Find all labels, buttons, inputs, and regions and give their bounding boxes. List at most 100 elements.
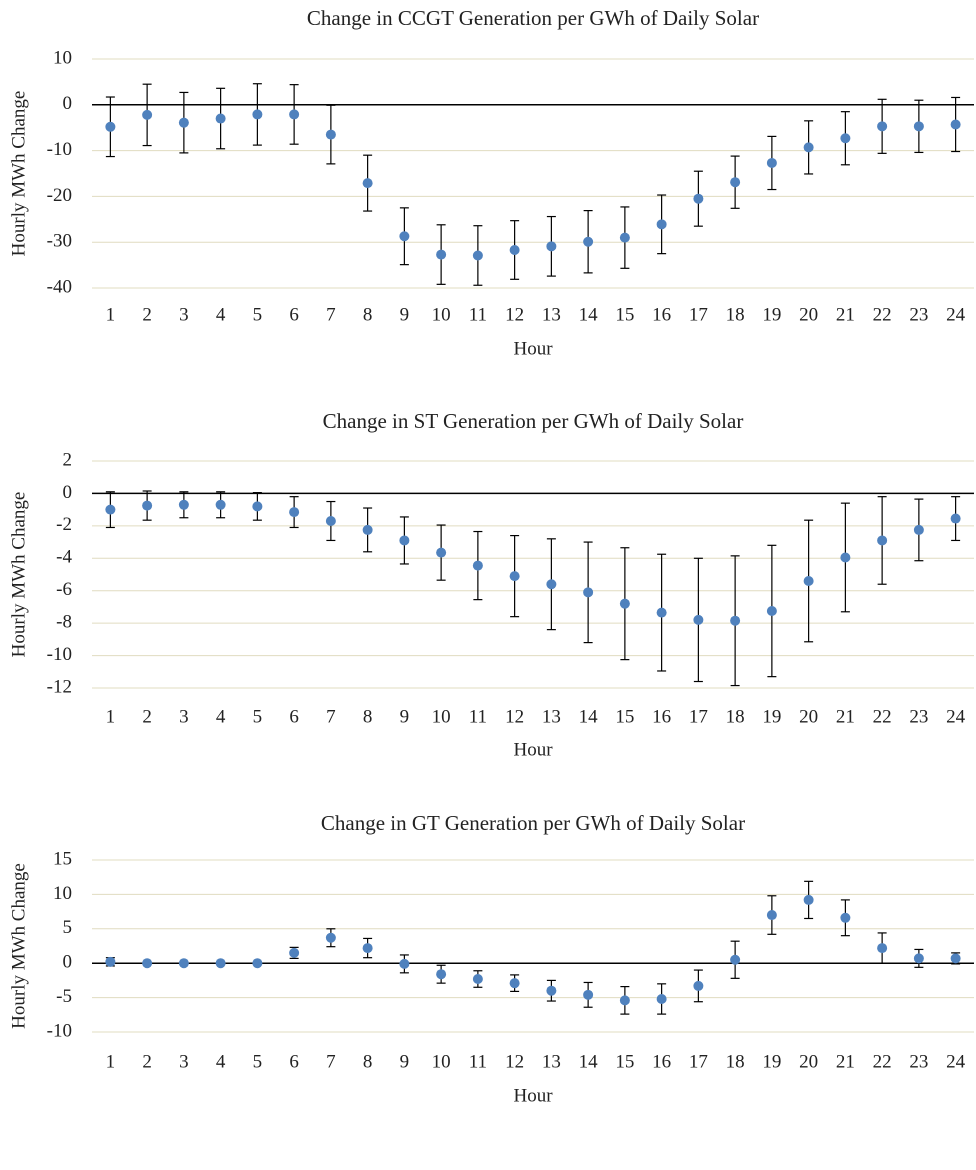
x-tick-label: 5: [253, 706, 263, 727]
point: [877, 121, 888, 132]
x-tick-label: 3: [179, 706, 189, 727]
x-axis-label: Hour: [513, 739, 553, 760]
y-tick-label: 5: [63, 917, 73, 938]
point: [105, 121, 116, 132]
point: [362, 178, 373, 189]
x-tick-label: 8: [363, 1051, 373, 1072]
point: [766, 605, 777, 616]
y-tick-label: 2: [63, 449, 73, 470]
x-tick-label: 21: [836, 304, 855, 325]
x-tick-label: 11: [469, 304, 487, 325]
y-tick-label: -4: [56, 547, 72, 568]
x-tick-label: 24: [946, 706, 966, 727]
point: [325, 129, 336, 140]
x-tick-label: 12: [505, 706, 524, 727]
chart-title: Change in ST Generation per GWh of Daily…: [323, 409, 744, 433]
x-tick-label: 1: [106, 304, 116, 325]
x-tick-label: 12: [505, 304, 524, 325]
x-tick-label: 23: [909, 1051, 928, 1072]
point: [362, 524, 373, 535]
x-tick-label: 18: [726, 1051, 745, 1072]
x-tick-label: 19: [762, 1051, 781, 1072]
point: [472, 560, 483, 571]
x-tick-label: 22: [873, 304, 892, 325]
x-tick-label: 18: [726, 304, 745, 325]
point: [142, 500, 153, 511]
x-tick-label: 21: [836, 1051, 855, 1072]
x-tick-label: 7: [326, 1051, 336, 1072]
point: [436, 547, 447, 558]
y-tick-label: -6: [56, 579, 72, 600]
x-tick-label: 7: [326, 706, 336, 727]
point: [252, 501, 263, 512]
x-tick-label: 20: [799, 304, 818, 325]
point: [252, 109, 263, 120]
x-tick-label: 24: [946, 1051, 966, 1072]
point: [215, 113, 226, 124]
point: [399, 535, 410, 546]
y-tick-label: -10: [47, 139, 72, 160]
x-tick-label: 14: [579, 706, 599, 727]
point: [693, 614, 704, 625]
y-axis-label: Hourly MWh Change: [8, 91, 29, 257]
point: [950, 119, 961, 130]
x-tick-label: 16: [652, 1051, 671, 1072]
point: [619, 598, 630, 609]
point: [693, 193, 704, 204]
point: [436, 249, 447, 260]
y-tick-label: -8: [56, 612, 72, 633]
y-axis-label: Hourly MWh Change: [8, 863, 29, 1029]
x-tick-label: 11: [469, 706, 487, 727]
y-tick-label: -5: [56, 986, 72, 1007]
x-tick-label: 20: [799, 706, 818, 727]
point: [803, 142, 814, 153]
point: [656, 993, 667, 1004]
point: [436, 969, 447, 980]
x-tick-label: 19: [762, 706, 781, 727]
point: [105, 504, 116, 515]
point: [803, 894, 814, 905]
y-tick-label: -10: [47, 644, 72, 665]
point: [583, 587, 594, 598]
x-tick-label: 15: [615, 304, 634, 325]
x-tick-label: 1: [106, 1051, 116, 1072]
x-tick-label: 22: [873, 1051, 892, 1072]
point: [325, 515, 336, 526]
y-tick-label: -10: [47, 1020, 72, 1041]
point: [730, 954, 741, 965]
x-tick-label: 2: [142, 304, 152, 325]
x-tick-label: 2: [142, 706, 152, 727]
point: [178, 958, 189, 969]
chart-title: Change in GT Generation per GWh of Daily…: [321, 811, 745, 835]
x-axis-label: Hour: [513, 1085, 553, 1106]
point: [619, 995, 630, 1006]
point: [215, 958, 226, 969]
y-tick-label: -2: [56, 514, 72, 535]
point: [546, 985, 557, 996]
point: [693, 980, 704, 991]
point: [252, 958, 263, 969]
point: [325, 932, 336, 943]
x-tick-label: 5: [253, 304, 263, 325]
x-tick-label: 12: [505, 1051, 524, 1072]
point: [766, 157, 777, 168]
x-tick-label: 3: [179, 1051, 189, 1072]
x-tick-label: 4: [216, 304, 226, 325]
point: [583, 236, 594, 247]
x-tick-label: 23: [909, 304, 928, 325]
point: [877, 535, 888, 546]
x-tick-label: 5: [253, 1051, 263, 1072]
point: [509, 978, 520, 989]
x-tick-label: 22: [873, 706, 892, 727]
y-tick-label: -40: [47, 276, 72, 297]
y-tick-label: 10: [53, 883, 72, 904]
point: [766, 910, 777, 921]
x-tick-label: 15: [615, 706, 634, 727]
x-tick-label: 2: [142, 1051, 152, 1072]
x-tick-label: 3: [179, 304, 189, 325]
x-tick-label: 10: [432, 304, 451, 325]
x-tick-label: 17: [689, 706, 708, 727]
point: [472, 974, 483, 985]
point: [583, 989, 594, 1000]
x-tick-label: 14: [579, 304, 599, 325]
